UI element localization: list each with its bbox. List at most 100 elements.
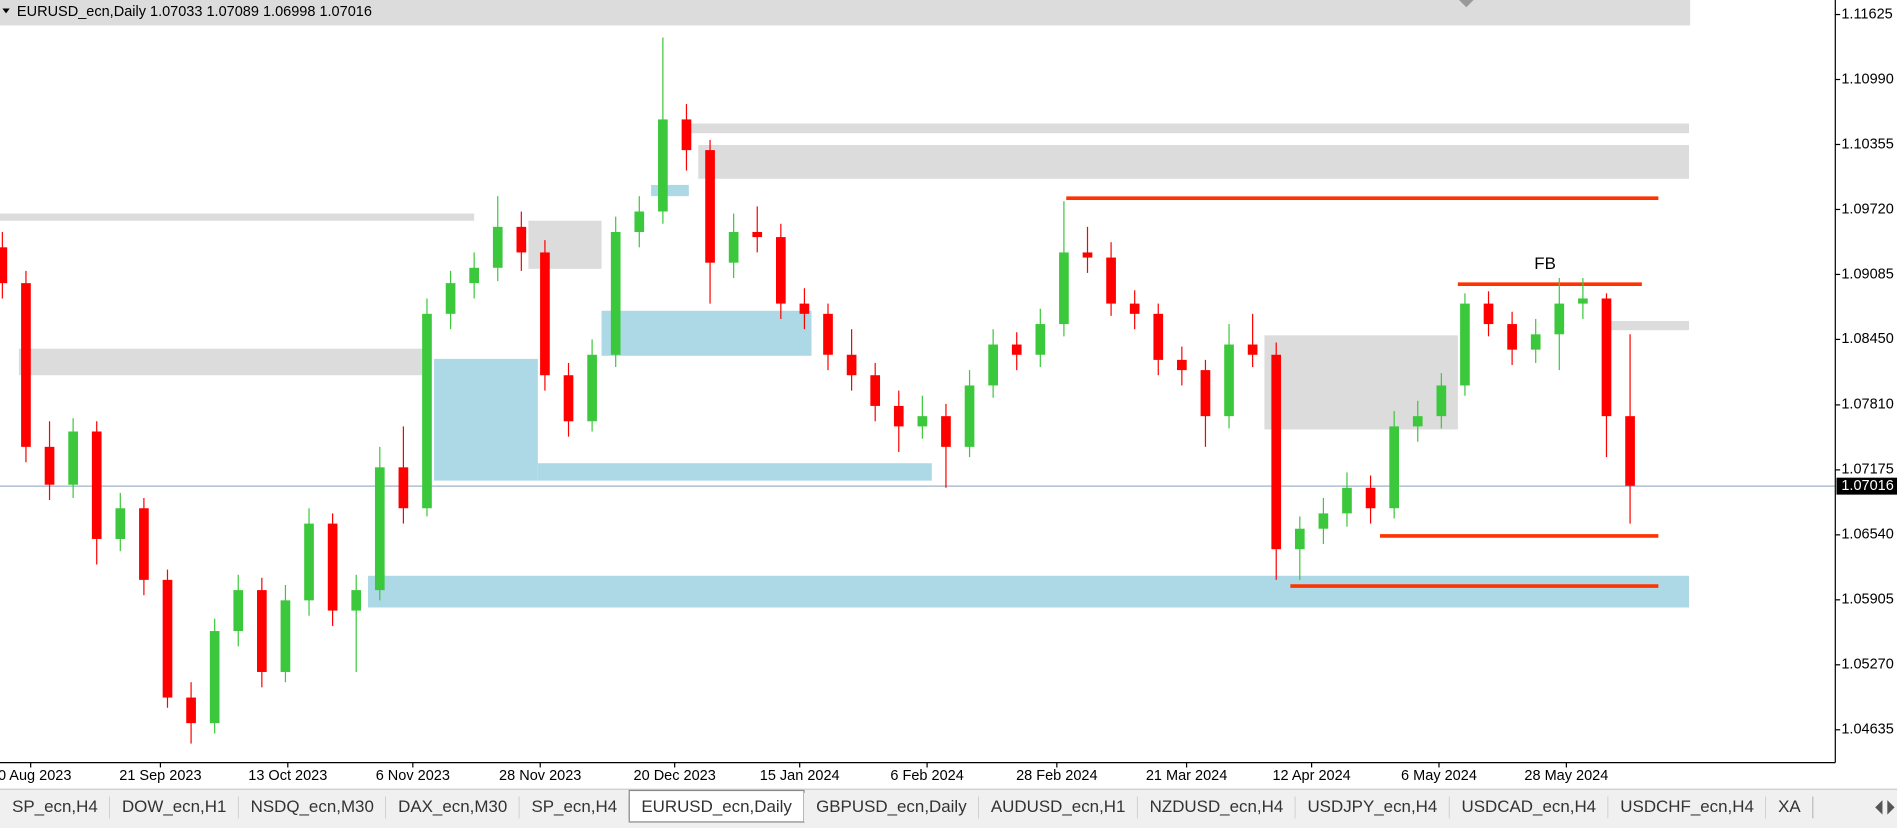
tab-label[interactable]: DOW_ecn,H1	[122, 797, 226, 816]
tab[interactable]: DAX_ecn,M30	[385, 792, 520, 822]
tab[interactable]: DOW_ecn,H1	[109, 792, 240, 822]
candle-body	[374, 467, 385, 591]
candle-body	[634, 211, 645, 232]
candle-body	[681, 119, 692, 151]
tab-label[interactable]: XA	[1778, 797, 1801, 816]
tab[interactable]: GBPUSD_ecn,Daily	[804, 792, 980, 822]
tab[interactable]: NZDUSD_ecn,H4	[1137, 792, 1296, 822]
tab-label[interactable]: USDCHF_ecn,H4	[1620, 797, 1754, 816]
candle-body	[658, 119, 668, 212]
candle-body	[540, 252, 550, 376]
candle-body	[941, 416, 951, 447]
tab-background[interactable]	[1766, 792, 1813, 822]
tab-label[interactable]: USDCAD_ecn,H4	[1462, 797, 1597, 816]
x-tick-label: 12 Apr 2024	[1272, 768, 1350, 784]
x-tick-label: 6 Nov 2023	[376, 768, 450, 784]
y-tick-label: 1.09085	[1841, 266, 1893, 282]
candle-body	[1460, 303, 1470, 386]
candle-body	[21, 283, 31, 447]
candle-body	[398, 467, 409, 509]
tab-background[interactable]	[1137, 792, 1296, 822]
tab[interactable]: USDCAD_ecn,H4	[1449, 792, 1609, 822]
header-bar	[0, 0, 1691, 26]
candle-body	[139, 508, 149, 580]
x-tick-label: 15 Jan 2024	[760, 768, 840, 784]
tab-background[interactable]	[519, 792, 630, 822]
tab[interactable]: NSDQ_ecn,M30	[238, 792, 387, 822]
zone	[1264, 335, 1458, 430]
candle-body	[1011, 344, 1022, 355]
tab[interactable]: USDJPY_ecn,H4	[1295, 792, 1451, 822]
tab[interactable]: XA	[1766, 792, 1814, 822]
candle-body	[1318, 513, 1329, 529]
tab-background[interactable]	[0, 792, 110, 822]
y-tick-label: 1.10990	[1841, 71, 1893, 87]
candle-body	[1224, 344, 1234, 417]
candle-body	[469, 267, 479, 284]
tab-background[interactable]	[978, 792, 1138, 822]
tab-background[interactable]	[109, 792, 239, 822]
tab-label[interactable]: NSDQ_ecn,M30	[251, 797, 374, 816]
tab-label[interactable]: USDJPY_ecn,H4	[1307, 797, 1437, 816]
candle-body	[1365, 487, 1376, 509]
tab-label[interactable]: DAX_ecn,M30	[398, 797, 507, 816]
zone	[651, 184, 689, 197]
tab-label[interactable]: SP_ecn,H4	[531, 797, 617, 816]
tab-label[interactable]: GBPUSD_ecn,Daily	[816, 797, 967, 816]
collapse-icon[interactable]	[2, 8, 10, 14]
tab[interactable]: EURUSD_ecn,Daily	[628, 789, 805, 823]
tab-background[interactable]	[1608, 792, 1767, 822]
candle-body	[492, 226, 503, 268]
candle-body	[445, 283, 456, 314]
candle-body	[728, 231, 739, 263]
candle-body	[823, 313, 833, 355]
y-tick-label: 1.09720	[1841, 201, 1893, 217]
tab[interactable]: SP_ecn,H4	[0, 792, 111, 822]
candle-body	[964, 385, 975, 447]
tab-background[interactable]	[804, 792, 979, 822]
candle-body	[752, 231, 763, 238]
candle-body	[327, 523, 338, 611]
zone	[688, 123, 1690, 134]
candle-body	[775, 237, 786, 304]
zone	[1601, 320, 1690, 331]
candle-body	[1035, 324, 1046, 355]
candle-body	[1483, 303, 1494, 325]
active-tab[interactable]	[628, 789, 805, 823]
x-tick-label: 13 Oct 2023	[248, 768, 327, 784]
tab-background[interactable]	[1449, 792, 1609, 822]
candle-body	[799, 303, 810, 314]
zone	[0, 213, 475, 221]
tab-label[interactable]: NZDUSD_ecn,H4	[1150, 797, 1284, 816]
candle-body	[846, 354, 857, 376]
candle-body	[1177, 359, 1187, 371]
tab-label[interactable]: AUDUSD_ecn,H1	[991, 797, 1126, 816]
x-tick-label: 21 Sep 2023	[119, 768, 201, 784]
tab-background[interactable]	[1295, 792, 1450, 822]
x-tick-label: 28 May 2024	[1524, 768, 1608, 784]
candle-body	[870, 375, 881, 406]
tab-label[interactable]: SP_ecn,H4	[12, 797, 98, 816]
y-tick-label: 1.06540	[1841, 527, 1893, 543]
tab-scroll-left[interactable]	[1875, 800, 1883, 815]
y-tick-label: 1.10355	[1841, 136, 1893, 152]
tab-background[interactable]	[238, 792, 386, 822]
y-tick-label: 1.07810	[1841, 397, 1893, 413]
shift-marker	[1459, 0, 1474, 8]
x-tick-label: 6 May 2024	[1401, 768, 1477, 784]
candle-body	[563, 375, 574, 422]
tab-scroll-right[interactable]	[1887, 800, 1895, 815]
tab-label[interactable]: EURUSD_ecn,Daily	[641, 797, 792, 816]
tab[interactable]: AUDUSD_ecn,H1	[978, 792, 1139, 822]
chart-header: EURUSD_ecn,Daily 1.07033 1.07089 1.06998…	[17, 4, 372, 20]
tab-background[interactable]	[385, 792, 520, 822]
candle-body	[610, 231, 621, 355]
candle-body	[233, 590, 244, 632]
y-tick-label: 1.08450	[1841, 331, 1893, 347]
candle-body	[186, 697, 196, 724]
tab[interactable]: USDCHF_ecn,H4	[1608, 792, 1767, 822]
candle-body	[705, 150, 715, 263]
tab[interactable]: SP_ecn,H4	[519, 792, 630, 822]
candle-body	[1059, 252, 1069, 325]
